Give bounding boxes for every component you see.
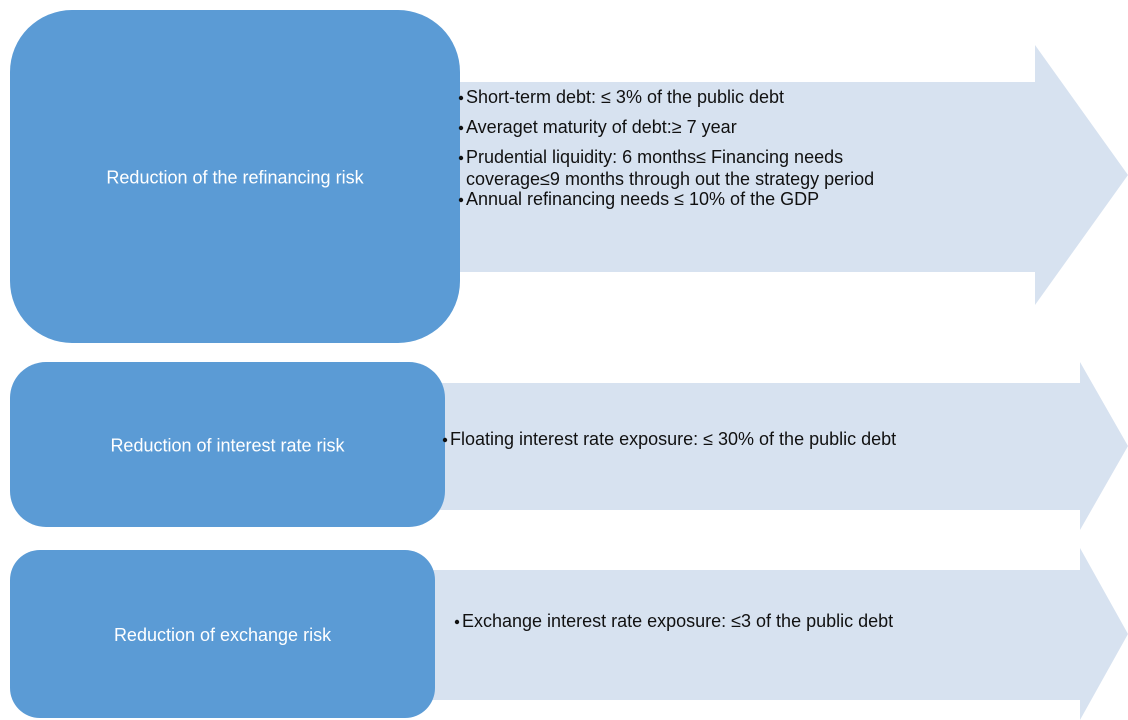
box-label: Reduction of interest rate risk — [110, 435, 345, 455]
bullet-dot — [458, 95, 464, 101]
bullet-text: Floating interest rate exposure: ≤ 30% o… — [450, 429, 896, 449]
bullet-text: Annual refinancing needs ≤ 10% of the GD… — [466, 189, 819, 209]
bullet-text: Averaget maturity of debt:≥ 7 year — [466, 117, 737, 137]
bullet-dot — [458, 155, 464, 161]
label-box — [10, 10, 460, 343]
box-label: Reduction of exchange risk — [114, 625, 332, 645]
bullet-text: Short-term debt: ≤ 3% of the public debt — [466, 87, 784, 107]
arrow — [440, 362, 1128, 530]
label-box — [10, 362, 445, 527]
bullet-dot — [442, 437, 448, 443]
label-box — [10, 550, 435, 718]
bullet-dot — [454, 619, 460, 625]
bullet-text: Exchange interest rate exposure: ≤3 of t… — [462, 611, 893, 631]
bullet-text: coverage≤9 months through out the strate… — [466, 169, 874, 189]
bullet-dot — [458, 197, 464, 203]
bullet-text: Prudential liquidity: 6 months≤ Financin… — [466, 147, 843, 167]
box-label: Reduction of the refinancing risk — [106, 167, 364, 187]
arrow — [430, 548, 1128, 720]
bullet-dot — [458, 125, 464, 131]
arrow — [456, 45, 1128, 305]
